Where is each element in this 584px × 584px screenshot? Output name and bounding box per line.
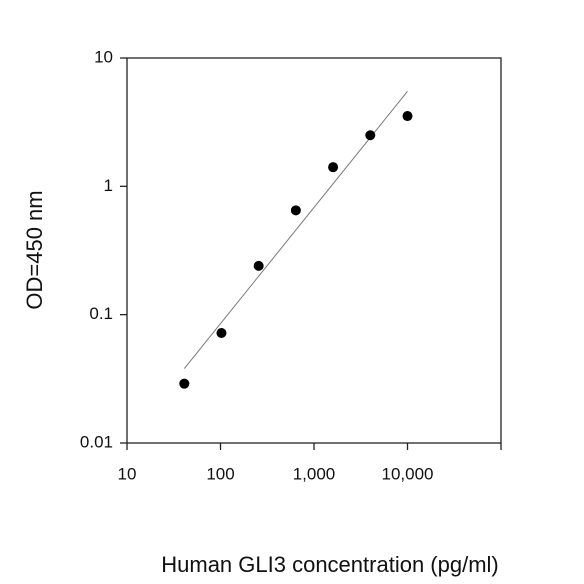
x-axis-title: Human GLI3 concentration (pg/ml): [161, 552, 499, 577]
x-tick-label: 10: [118, 464, 137, 483]
y-axis-title: OD=450 nm: [22, 190, 47, 309]
data-point: [216, 327, 227, 338]
x-tick-label: 1,000: [293, 464, 336, 483]
data-point: [179, 378, 190, 389]
y-tick-label: 1: [104, 176, 113, 195]
data-point: [402, 111, 413, 122]
y-tick-label: 10: [94, 47, 113, 66]
x-tick-label: 100: [206, 464, 234, 483]
data-point: [290, 205, 301, 216]
y-tick-label: 0.1: [89, 304, 113, 323]
data-point: [253, 260, 264, 271]
x-tick-label: 10,000: [382, 464, 434, 483]
y-tick-label: 0.01: [80, 432, 113, 451]
data-point: [328, 162, 339, 173]
data-point: [365, 130, 376, 141]
